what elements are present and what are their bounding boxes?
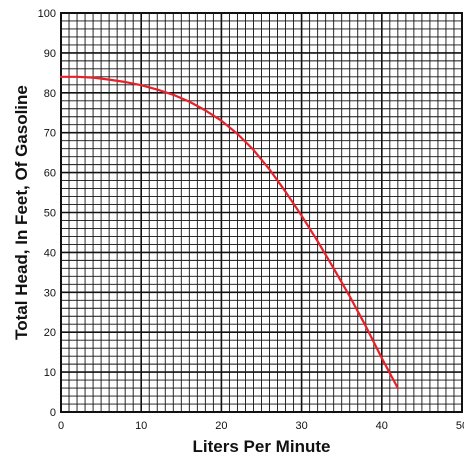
x-axis-title: Liters Per Minute bbox=[193, 437, 331, 456]
y-axis-title: Total Head, In Feet, Of Gasoline bbox=[12, 85, 31, 340]
x-tick-labels: 0 10 20 30 40 50 bbox=[58, 420, 464, 432]
plot-border bbox=[60, 12, 463, 413]
y-tick-label: 30 bbox=[44, 287, 56, 299]
performance-curve bbox=[59, 75, 399, 390]
y-tick-labels: 0 10 20 30 40 50 60 70 80 90 100 bbox=[38, 8, 56, 419]
y-tick-label: 50 bbox=[44, 208, 56, 220]
y-tick-label: 40 bbox=[44, 247, 56, 259]
grid bbox=[60, 12, 463, 413]
y-tick-label: 20 bbox=[44, 327, 56, 339]
y-tick-label: 60 bbox=[44, 168, 56, 180]
x-tick-label: 0 bbox=[58, 420, 64, 432]
y-tick-label: 0 bbox=[50, 407, 56, 419]
x-tick-label: 30 bbox=[295, 420, 307, 432]
y-tick-label: 100 bbox=[38, 8, 56, 20]
y-tick-label: 90 bbox=[44, 48, 56, 60]
x-tick-label: 50 bbox=[456, 420, 464, 432]
x-tick-label: 40 bbox=[376, 420, 388, 432]
plot-frame bbox=[60, 12, 463, 413]
x-tick-label: 10 bbox=[135, 420, 147, 432]
series-layer bbox=[59, 75, 399, 390]
y-tick-label: 80 bbox=[44, 88, 56, 100]
y-tick-label: 70 bbox=[44, 128, 56, 140]
y-tick-label: 10 bbox=[44, 367, 56, 379]
x-tick-label: 20 bbox=[215, 420, 227, 432]
